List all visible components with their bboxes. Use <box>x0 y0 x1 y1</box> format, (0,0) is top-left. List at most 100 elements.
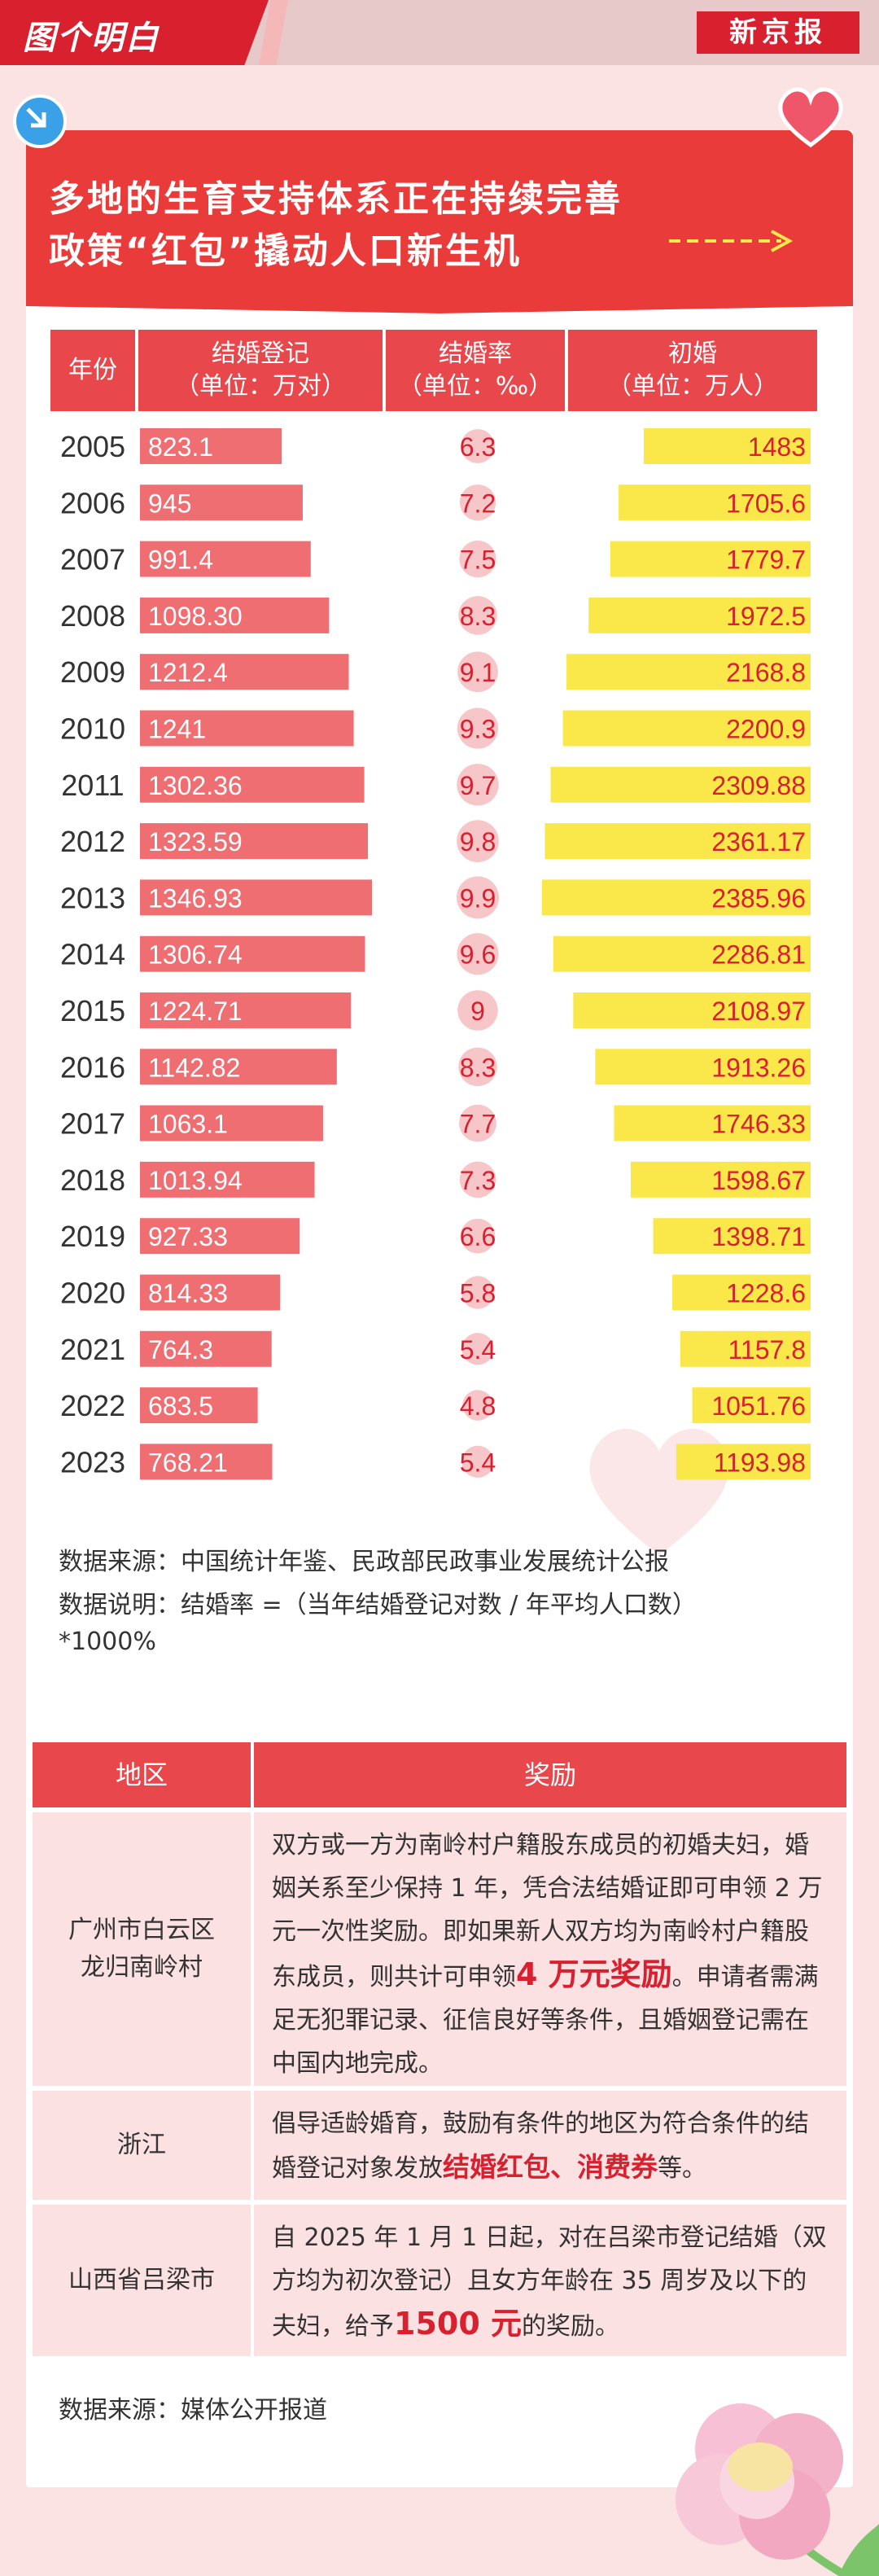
first-marriage-value-label: 2168.8 <box>726 658 806 687</box>
first-marriage-bar <box>680 1330 811 1367</box>
first-marriage-value-label: 1398.71 <box>711 1222 806 1251</box>
region-line-1: 广州市白云区 <box>68 1916 215 1944</box>
rate-circle <box>457 651 498 693</box>
rate-value-label: 4.8 <box>460 1391 496 1421</box>
year-label: 2014 <box>60 938 125 971</box>
header-first-unit: （单位：万人） <box>607 372 778 401</box>
rate-value-label: 9.3 <box>460 715 496 744</box>
reward-highlight: 1500 元 <box>394 2306 522 2342</box>
first-marriage-value-label: 1193.98 <box>714 1448 806 1477</box>
header-rate: 结婚率 （单位：‰） <box>386 330 565 411</box>
reward-text-part: 倡导适龄婚育，鼓励有条件的地区为符合条件的结婚登记对象发放 <box>272 2109 809 2183</box>
rate-value-label: 7.3 <box>460 1166 496 1195</box>
marriage-value-label: 1212.4 <box>148 658 228 687</box>
reward-text-part: 的奖励。 <box>522 2312 619 2341</box>
marriage-value-label: 1013.94 <box>148 1166 243 1195</box>
year-label: 2016 <box>60 1050 125 1084</box>
rate-circle <box>460 1218 496 1254</box>
year-label: 2009 <box>60 655 125 689</box>
marriage-bar <box>140 935 365 972</box>
rate-circle <box>457 764 499 806</box>
first-marriage-value-label: 1913.26 <box>711 1053 806 1082</box>
region-line-1: 浙江 <box>117 2131 166 2159</box>
year-label: 2007 <box>60 543 125 576</box>
rate-value-label: 8.3 <box>460 602 496 631</box>
first-marriage-bar <box>643 428 811 464</box>
header-first-marriage: 初婚 （单位：万人） <box>568 330 817 411</box>
first-marriage-bar <box>614 1105 811 1141</box>
top-bar: 图个明白 新京报 <box>0 0 879 65</box>
year-label: 2010 <box>60 712 125 746</box>
brand-left-text: 图个明白 <box>23 20 160 57</box>
header-marriage: 结婚登记 （单位：万对） <box>138 330 383 411</box>
rate-value-label: 7.5 <box>460 545 496 575</box>
reward-region-lvliang: 山西省吕梁市 <box>33 2205 251 2356</box>
year-label: 2015 <box>60 994 125 1027</box>
first-marriage-value-label: 1598.67 <box>711 1166 806 1195</box>
rate-circle <box>459 1104 496 1142</box>
first-marriage-value-label: 1705.6 <box>726 488 806 518</box>
reward-text-guangzhou: 双方或一方为南岭村户籍股东成员的初婚夫妇，婚姻关系至少保持 1 年，凭合法结婚证… <box>254 1812 846 2086</box>
marriage-bar <box>140 1049 337 1085</box>
first-marriage-bar <box>562 710 811 747</box>
rate-value-label: 9.7 <box>460 771 496 800</box>
marriage-value-label: 991.4 <box>148 545 213 575</box>
first-marriage-value-label: 1157.8 <box>728 1335 807 1365</box>
marriage-bar <box>140 1218 300 1255</box>
marriage-bar <box>140 879 372 916</box>
rate-circle <box>459 1161 496 1198</box>
data-explain-note-2: *1000% <box>59 1628 156 1656</box>
rate-circle <box>461 1445 494 1479</box>
brand-logo-right: 新京报 <box>697 11 859 54</box>
reward-source-note: 数据来源：媒体公开报道 <box>59 2396 327 2425</box>
marriage-bar <box>140 428 282 464</box>
data-explain-note: 数据说明：结婚率 =（当年结婚登记对数 / 年平均人口数） <box>59 1591 697 1619</box>
marriage-bar <box>140 1387 258 1424</box>
reward-region-guangzhou: 广州市白云区 龙归南岭村 <box>33 1812 251 2086</box>
first-marriage-value-label: 1972.5 <box>726 602 806 631</box>
year-label: 2023 <box>60 1445 125 1479</box>
marriage-bar <box>140 992 352 1028</box>
marriage-value-label: 1241 <box>148 715 206 744</box>
year-label: 2019 <box>60 1220 125 1253</box>
rate-circle <box>461 1333 494 1365</box>
first-marriage-value-label: 2309.88 <box>711 771 806 800</box>
first-marriage-bar <box>588 597 811 633</box>
header-rate-unit: （单位：‰） <box>397 372 553 401</box>
flower-decoration-icon <box>676 2403 879 2576</box>
rate-circle <box>458 1047 497 1087</box>
title-line-1: 多地的生育支持体系正在持续完善 <box>49 178 623 220</box>
first-marriage-value-label: 1483 <box>748 432 806 462</box>
first-marriage-bar <box>676 1444 811 1480</box>
first-marriage-bar <box>672 1274 811 1311</box>
marriage-value-label: 1098.30 <box>148 602 243 631</box>
marriage-bar <box>140 484 303 521</box>
marriage-bar <box>140 1105 323 1141</box>
rate-value-label: 5.4 <box>460 1448 496 1477</box>
marriage-value-label: 1224.71 <box>148 997 243 1026</box>
marriage-bar <box>140 654 349 690</box>
rate-value-label: 7.7 <box>460 1110 496 1139</box>
marriage-value-label: 1142.82 <box>148 1053 240 1082</box>
first-marriage-bar <box>544 823 811 860</box>
marriage-value-label: 683.5 <box>148 1391 213 1421</box>
reward-highlight: 结婚红包、消费券 <box>443 2151 658 2183</box>
heart-icon <box>778 87 843 148</box>
marriage-value-label: 1323.59 <box>148 827 243 856</box>
first-marriage-bar <box>542 879 811 916</box>
rate-circle <box>461 429 495 463</box>
marriage-data-chart: 2005 823.1 6.3 1483 2006 945 7.2 1705.6 2007 991.… <box>60 428 811 1480</box>
rate-value-label: 5.8 <box>460 1279 496 1308</box>
marriage-value-label: 764.3 <box>148 1335 213 1365</box>
first-marriage-bar <box>653 1218 811 1255</box>
first-marriage-value-label: 2286.81 <box>711 940 806 970</box>
reward-region-zhejiang: 浙江 <box>33 2091 251 2200</box>
first-marriage-bar <box>550 766 811 803</box>
year-label: 2005 <box>60 430 125 463</box>
header-rate-name: 结婚率 <box>439 340 512 368</box>
first-marriage-value-label: 1746.33 <box>711 1110 806 1139</box>
year-label: 2017 <box>60 1107 125 1141</box>
rate-circle <box>459 484 496 521</box>
rate-circle <box>457 708 499 749</box>
reward-text-part: 自 2025 年 1 月 1 日起，对在吕梁市登记结婚（双方均为初次登记）且女方… <box>272 2223 827 2341</box>
